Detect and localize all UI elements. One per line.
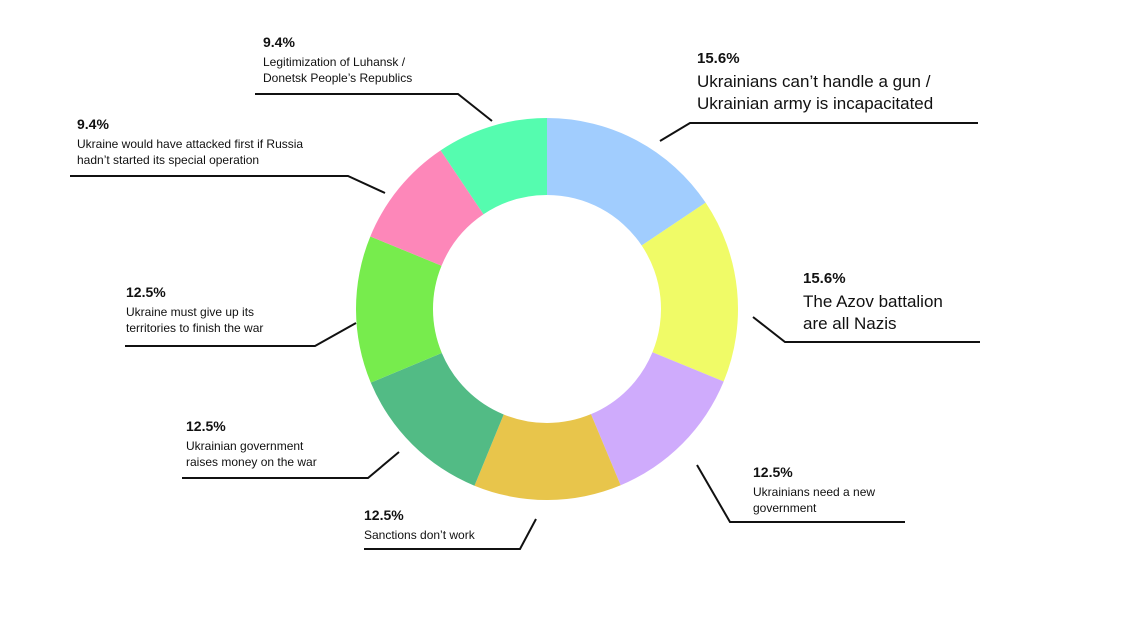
label-text: Ukrainian government raises money on the…: [186, 438, 317, 469]
leader-line: [659, 122, 978, 142]
leader-line: [752, 316, 980, 343]
label-text: Ukrainians can’t handle a gun / Ukrainia…: [697, 72, 934, 114]
label-sanctions: 12.5% Sanctions don’t work: [364, 507, 475, 543]
label-give-up-territories: 12.5% Ukraine must give up its territori…: [126, 284, 263, 336]
leader-line: [255, 93, 493, 122]
label-text: Legitimization of Luhansk / Donetsk Peop…: [263, 54, 413, 85]
label-ukrainians-cant-handle-gun: 15.6% Ukrainians can’t handle a gun / Uk…: [697, 50, 933, 115]
label-azov-battalion: 15.6% The Azov battalion are all Nazis: [803, 270, 943, 335]
leader-line: [696, 464, 905, 523]
donut-slice: [590, 352, 724, 486]
label-text: The Azov battalion are all Nazis: [803, 292, 943, 334]
label-text: Ukraine must give up its territories to …: [126, 304, 264, 335]
donut-slice: [547, 118, 706, 246]
donut-slice: [355, 236, 442, 383]
label-percent: 9.4%: [263, 34, 295, 50]
leader-line: [125, 322, 357, 347]
leader-line: [364, 518, 537, 550]
label-attacked-first: 9.4% Ukraine would have attacked first i…: [77, 116, 303, 168]
donut-slice: [370, 352, 504, 486]
label-text: Ukrainians need a new government: [753, 484, 876, 515]
leader-line: [70, 175, 386, 194]
label-percent: 15.6%: [803, 270, 846, 287]
label-new-government: 12.5% Ukrainians need a new government: [753, 464, 875, 516]
label-percent: 12.5%: [753, 464, 793, 480]
donut-slice: [474, 414, 621, 500]
label-percent: 12.5%: [364, 507, 404, 523]
label-legitimization: 9.4% Legitimization of Luhansk / Donetsk…: [263, 34, 412, 86]
label-raises-money: 12.5% Ukrainian government raises money …: [186, 418, 317, 470]
donut-slice: [440, 118, 547, 215]
donut-slice: [641, 202, 738, 382]
label-percent: 12.5%: [186, 418, 226, 434]
label-text: Sanctions don’t work: [364, 527, 475, 542]
label-text: Ukraine would have attacked first if Rus…: [77, 136, 304, 167]
label-percent: 12.5%: [126, 284, 166, 300]
label-percent: 9.4%: [77, 116, 109, 132]
donut-slice: [370, 150, 484, 266]
label-percent: 15.6%: [697, 50, 740, 67]
leader-line: [182, 451, 400, 479]
